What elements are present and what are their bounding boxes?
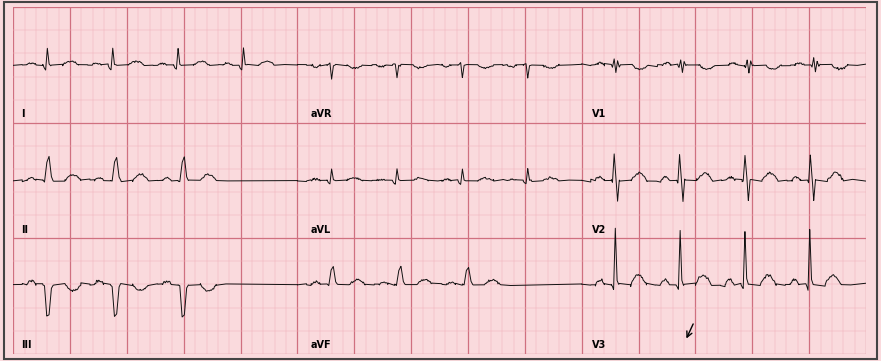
Text: V2: V2 [592,225,606,235]
Text: V1: V1 [592,109,606,119]
Text: aVL: aVL [311,225,331,235]
Text: V3: V3 [592,340,606,350]
Text: II: II [21,225,28,235]
Text: aVF: aVF [311,340,331,350]
Text: III: III [21,340,32,350]
Text: aVR: aVR [311,109,332,119]
Text: I: I [21,109,25,119]
